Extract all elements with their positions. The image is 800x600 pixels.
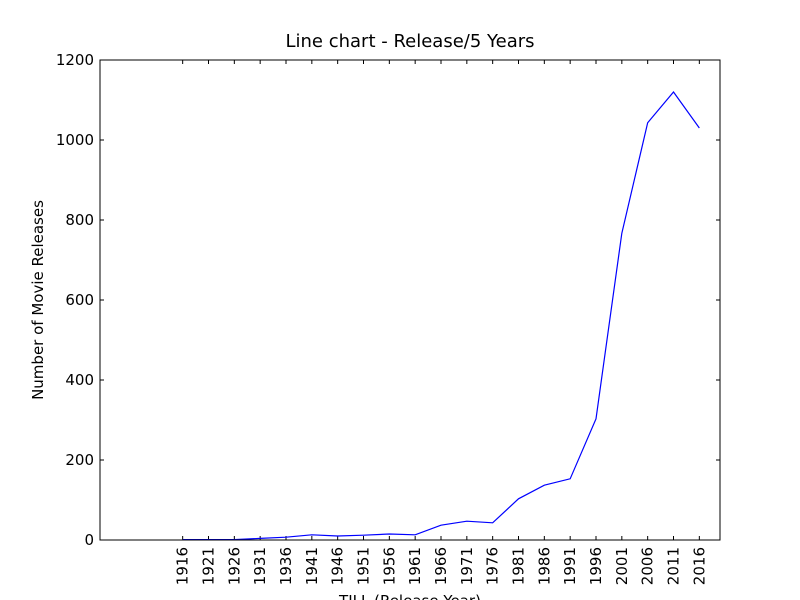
y-tick-label: 200: [65, 451, 94, 469]
data-line: [182, 91, 700, 541]
x-tick-label: 1996: [587, 547, 605, 585]
x-tick-label: 1951: [355, 547, 373, 585]
x-tick-label: 1961: [406, 547, 424, 585]
y-tick-label: 1200: [56, 51, 94, 69]
x-tick-label: 1956: [380, 547, 398, 585]
y-axis-label: Number of Movie Releases: [29, 200, 47, 400]
x-tick-label: 1986: [535, 547, 553, 585]
x-tick-label: 2011: [665, 547, 683, 585]
y-tick-label: 600: [65, 291, 94, 309]
x-tick-label: 2016: [690, 547, 708, 585]
y-tick-label: 400: [65, 371, 94, 389]
x-tick-label: 1936: [277, 547, 295, 585]
x-tick-label: 1976: [484, 547, 502, 585]
x-tick-label: 1966: [432, 547, 450, 585]
x-tick-label: 1946: [329, 547, 347, 585]
x-tick-label: 1916: [174, 547, 192, 585]
x-tick-label: 1921: [200, 547, 218, 585]
x-tick-label: 1926: [225, 547, 243, 585]
x-tick-label: 1941: [303, 547, 321, 585]
x-tick-label: 1991: [561, 547, 579, 585]
x-axis-label: TILL (Release Year): [338, 592, 481, 600]
x-tick-label: 2006: [639, 547, 657, 585]
y-tick-label: 800: [65, 211, 94, 229]
x-tick-label: 2001: [613, 547, 631, 585]
y-tick-label: 1000: [56, 131, 94, 149]
y-tick-label: 0: [84, 531, 94, 549]
chart-title: Line chart - Release/5 Years: [285, 31, 534, 52]
x-tick-label: 1971: [458, 547, 476, 585]
plot-frame: [99, 59, 721, 541]
x-tick-label: 1931: [251, 547, 269, 585]
x-tick-label: 1981: [510, 547, 528, 585]
